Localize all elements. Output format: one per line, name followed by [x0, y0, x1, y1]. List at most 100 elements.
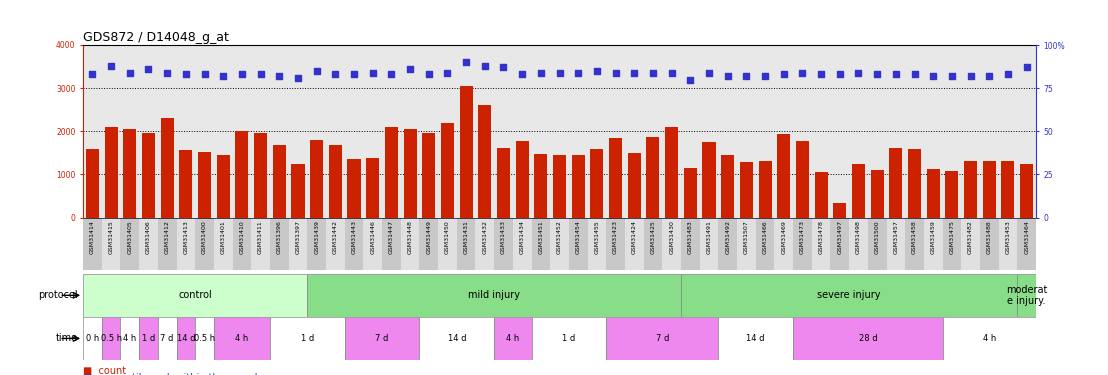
Text: GSM31464: GSM31464: [1024, 220, 1029, 254]
Bar: [718, 317, 793, 360]
Text: 7 d: 7 d: [376, 334, 389, 343]
Bar: [628, 153, 640, 218]
Point: [551, 70, 568, 76]
Text: GSM31492: GSM31492: [726, 220, 730, 254]
Text: GSM31488: GSM31488: [987, 220, 992, 254]
Point: [382, 71, 400, 77]
Bar: [568, 217, 587, 270]
Point: [812, 71, 830, 77]
Point: [233, 71, 250, 77]
Bar: [681, 217, 699, 270]
Text: GSM31469: GSM31469: [781, 220, 787, 254]
Point: [308, 68, 326, 74]
Bar: [254, 134, 267, 218]
Bar: [235, 131, 248, 218]
Point: [681, 76, 699, 82]
Text: GSM31457: GSM31457: [893, 220, 899, 254]
Bar: [1017, 274, 1036, 317]
Bar: [684, 168, 697, 217]
Bar: [926, 169, 940, 217]
Text: GSM31442: GSM31442: [332, 220, 338, 254]
Bar: [456, 217, 475, 270]
Bar: [907, 149, 921, 217]
Bar: [905, 217, 924, 270]
Text: GSM31430: GSM31430: [669, 220, 674, 254]
Bar: [214, 217, 233, 270]
Bar: [1020, 164, 1033, 218]
Point: [738, 73, 756, 79]
Point: [270, 73, 288, 79]
Bar: [943, 217, 962, 270]
Text: GSM31498: GSM31498: [856, 220, 861, 254]
Point: [252, 71, 269, 77]
Text: GSM31452: GSM31452: [557, 220, 562, 254]
Point: [607, 70, 625, 76]
Bar: [532, 317, 606, 360]
Bar: [551, 217, 568, 270]
Text: mild injury: mild injury: [469, 290, 520, 300]
Text: 1 d: 1 d: [300, 334, 314, 343]
Text: GSM31411: GSM31411: [258, 220, 263, 254]
Bar: [179, 150, 193, 217]
Text: protocol: protocol: [38, 290, 78, 300]
Point: [756, 73, 773, 79]
Bar: [718, 217, 737, 270]
Text: GSM31507: GSM31507: [743, 220, 749, 254]
Bar: [553, 155, 566, 218]
Bar: [1002, 161, 1015, 218]
Bar: [83, 274, 307, 317]
Bar: [366, 158, 379, 218]
Bar: [513, 217, 532, 270]
Text: GSM31447: GSM31447: [389, 220, 393, 254]
Text: GSM31448: GSM31448: [408, 220, 412, 254]
Bar: [644, 217, 663, 270]
Point: [513, 71, 531, 77]
Text: severe injury: severe injury: [818, 290, 881, 300]
Bar: [460, 86, 473, 218]
Text: 0 h: 0 h: [85, 334, 99, 343]
Bar: [756, 217, 774, 270]
Text: GSM31466: GSM31466: [762, 220, 768, 254]
Point: [327, 71, 345, 77]
Text: ■  count: ■ count: [83, 366, 126, 375]
Bar: [288, 217, 307, 270]
Point: [214, 73, 232, 79]
Bar: [979, 217, 998, 270]
Bar: [142, 134, 155, 218]
Text: GSM31401: GSM31401: [220, 220, 226, 254]
Bar: [793, 317, 943, 360]
Bar: [214, 317, 270, 360]
Text: GSM31482: GSM31482: [968, 220, 973, 254]
Point: [289, 75, 307, 81]
Bar: [998, 217, 1017, 270]
Bar: [774, 217, 793, 270]
Bar: [532, 217, 551, 270]
Bar: [606, 317, 718, 360]
Text: GSM31475: GSM31475: [950, 220, 954, 254]
Bar: [497, 148, 510, 217]
Text: 0.5 h: 0.5 h: [101, 334, 122, 343]
Bar: [363, 217, 382, 270]
Text: GSM31478: GSM31478: [819, 220, 823, 254]
Text: GSM31459: GSM31459: [931, 220, 936, 254]
Bar: [86, 148, 99, 217]
Bar: [606, 217, 625, 270]
Bar: [759, 161, 771, 218]
Bar: [886, 217, 905, 270]
Point: [83, 71, 101, 77]
Bar: [494, 317, 532, 360]
Point: [625, 70, 643, 76]
Text: GSM31431: GSM31431: [463, 220, 469, 254]
Bar: [307, 217, 326, 270]
Bar: [198, 152, 212, 217]
Text: GSM31500: GSM31500: [874, 220, 880, 254]
Bar: [252, 217, 270, 270]
Bar: [681, 274, 1017, 317]
Bar: [217, 154, 229, 218]
Point: [439, 70, 456, 76]
Text: GSM31451: GSM31451: [538, 220, 543, 254]
Bar: [812, 217, 831, 270]
Bar: [814, 172, 828, 217]
Bar: [796, 141, 809, 218]
Bar: [270, 217, 288, 270]
